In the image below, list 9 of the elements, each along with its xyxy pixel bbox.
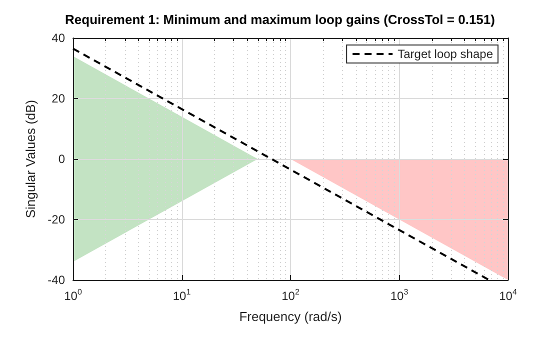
chart-title: Requirement 1: Minimum and maximum loop gains (CrossTol = 0.151): [65, 12, 495, 27]
x-axis-title: Frequency (rad/s): [239, 309, 342, 324]
y-tick-label: 40: [52, 31, 66, 45]
legend-label: Target loop shape: [398, 47, 494, 61]
y-axis-title: Singular Values (dB): [22, 100, 38, 218]
y-tick-label: 0: [58, 152, 66, 166]
y-tick-label: -20: [48, 212, 66, 226]
y-tick-label: 20: [52, 92, 66, 106]
y-tick-label: -40: [48, 273, 66, 287]
